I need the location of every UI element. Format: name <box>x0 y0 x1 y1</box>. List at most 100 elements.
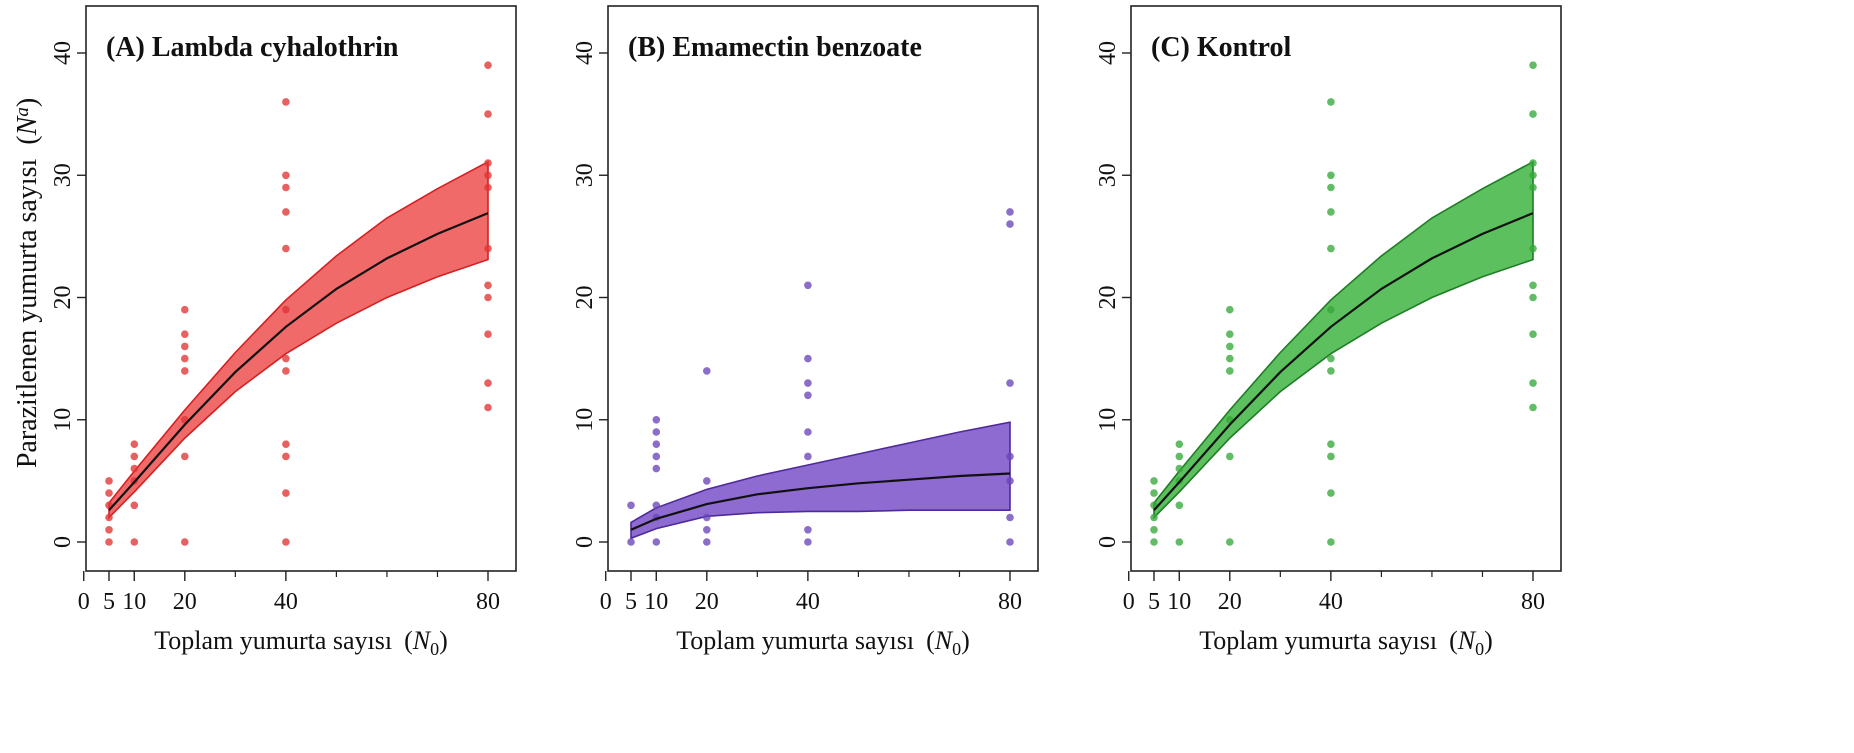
data-point-a <box>484 110 492 118</box>
panel-title-b: (B) Emamectin benzoate <box>628 32 922 63</box>
data-point-c <box>1226 538 1234 546</box>
y-tick-label-c: 20 <box>1095 286 1121 310</box>
data-point-c <box>1529 244 1537 253</box>
data-point-c <box>1327 367 1335 375</box>
data-point-c <box>1327 489 1335 497</box>
y-tick-label-c: 10 <box>1095 408 1121 432</box>
x-tick-label-b: 10 <box>644 589 668 615</box>
data-point-a <box>130 452 139 461</box>
plot-frame-b <box>607 5 1039 572</box>
data-point-a <box>282 305 290 314</box>
data-point-a <box>484 281 492 290</box>
data-point-b <box>1006 477 1014 485</box>
data-point-b <box>652 440 661 449</box>
data-point-a <box>282 98 290 106</box>
y-tick-label-c: 40 <box>1095 41 1121 65</box>
x-axis-title-b: Toplam yumurta sayısı (N0) <box>676 626 970 659</box>
data-point-a <box>282 244 290 253</box>
data-point-c <box>1150 489 1158 497</box>
x-tick-label-c: 80 <box>1521 589 1545 615</box>
data-point-a <box>282 171 290 180</box>
data-point-a <box>282 354 290 363</box>
data-point-b <box>804 452 812 461</box>
data-point-b <box>703 513 711 522</box>
x-axis-title-c: Toplam yumurta sayısı (N0) <box>1199 626 1493 659</box>
data-point-b <box>1006 208 1014 216</box>
y-tick-label-a: 40 <box>50 41 76 65</box>
y-tick-label-b: 30 <box>572 163 598 187</box>
x-tick-label-b: 0 <box>600 589 612 615</box>
data-point-c <box>1529 403 1537 412</box>
data-point-c <box>1175 501 1184 510</box>
data-point-b <box>804 281 812 290</box>
panel-title-c: (C) Kontrol <box>1151 32 1291 63</box>
data-point-c <box>1175 440 1184 449</box>
x-tick-label-a: 5 <box>103 589 115 615</box>
data-point-b <box>652 464 661 473</box>
data-point-b <box>703 477 711 485</box>
panel-title-a: (A) Lambda cyhalothrin <box>106 32 399 63</box>
data-point-a <box>282 208 290 216</box>
data-point-a <box>484 183 492 192</box>
y-tick-label-c: 0 <box>1095 536 1121 548</box>
data-point-c <box>1327 98 1335 106</box>
x-axis-title-a: Toplam yumurta sayısı (N0) <box>154 626 448 659</box>
confidence-band-a <box>108 160 489 520</box>
x-tick-label-a: 20 <box>173 589 197 615</box>
data-point-b <box>652 416 661 424</box>
data-point-b <box>1006 452 1014 461</box>
data-point-a <box>181 305 189 314</box>
data-point-a <box>130 538 139 546</box>
data-point-b <box>652 428 661 436</box>
data-point-c <box>1226 354 1234 363</box>
x-tick-label-a: 0 <box>78 589 90 615</box>
data-point-c <box>1529 330 1537 339</box>
data-point-a <box>282 440 290 449</box>
data-point-b <box>804 379 812 387</box>
data-point-c <box>1226 452 1234 461</box>
data-point-a <box>105 489 113 497</box>
x-tick-label-b: 40 <box>796 589 820 615</box>
data-point-a <box>181 538 189 546</box>
data-point-b <box>652 501 661 510</box>
data-point-b <box>652 452 661 461</box>
data-point-c <box>1529 183 1537 192</box>
data-point-b <box>1006 513 1014 522</box>
confidence-band-b <box>630 421 1011 540</box>
data-point-c <box>1226 342 1234 351</box>
y-tick-label-b: 10 <box>572 408 598 432</box>
data-point-b <box>703 367 711 375</box>
x-tick-label-a: 80 <box>476 589 500 615</box>
data-point-a <box>181 367 189 375</box>
data-point-a <box>484 403 492 412</box>
y-tick-label-a: 0 <box>50 536 76 548</box>
data-point-a <box>105 513 113 522</box>
data-point-b <box>804 354 812 363</box>
data-point-a <box>484 244 492 253</box>
data-point-c <box>1327 183 1335 192</box>
data-point-b <box>703 526 711 534</box>
data-point-a <box>282 183 290 192</box>
data-point-a <box>484 293 492 302</box>
data-point-c <box>1327 452 1335 461</box>
data-point-a <box>282 367 290 375</box>
data-point-b <box>1006 538 1014 546</box>
data-point-c <box>1327 440 1335 449</box>
data-point-c <box>1150 477 1158 485</box>
data-point-c <box>1529 293 1537 302</box>
data-point-a <box>130 440 139 449</box>
data-point-a <box>484 61 492 69</box>
y-tick-label-a: 30 <box>50 163 76 187</box>
y-tick-label-b: 20 <box>572 286 598 310</box>
data-point-c <box>1529 110 1537 118</box>
data-point-b <box>627 538 635 546</box>
data-point-a <box>484 330 492 339</box>
data-point-a <box>181 354 189 363</box>
data-point-b <box>804 526 812 534</box>
data-point-c <box>1327 354 1335 363</box>
data-point-a <box>130 501 139 510</box>
data-point-a <box>282 489 290 497</box>
